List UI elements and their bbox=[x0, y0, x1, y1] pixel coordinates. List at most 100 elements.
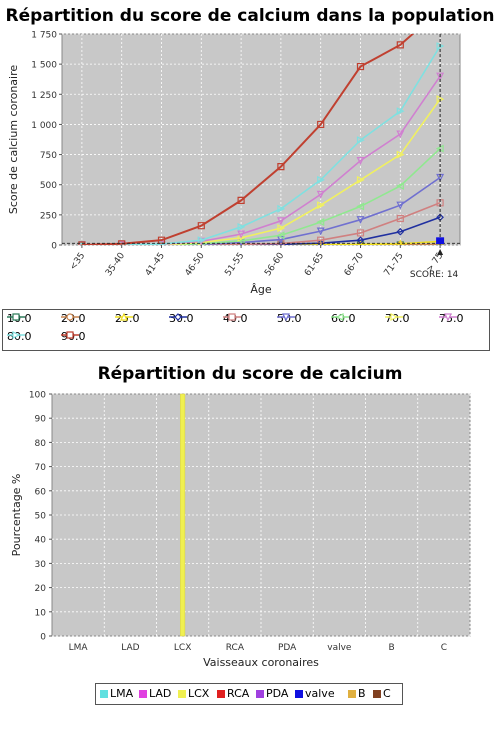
x-tick-label: PDA bbox=[278, 643, 297, 653]
series-line-60.0 bbox=[81, 147, 441, 245]
y-tick-label: 100 bbox=[29, 391, 46, 401]
legend-item-70.0: 70.0 bbox=[385, 312, 410, 325]
data-point-25.0 bbox=[358, 240, 363, 245]
vessel-chart-title: Répartition du score de calcium bbox=[97, 364, 403, 384]
data-point-75.0 bbox=[276, 217, 285, 226]
data-point-80.0 bbox=[197, 236, 206, 245]
legend-item-25.0: 25.0 bbox=[115, 312, 140, 325]
data-point-70.0 bbox=[277, 224, 286, 233]
legend-marker-icon bbox=[7, 313, 25, 321]
legend-marker-icon bbox=[7, 331, 25, 339]
y-axis-label: Score de calcium coronaire bbox=[7, 65, 20, 215]
vessel-legend: LMA LAD LCX RCA PDA valve B C bbox=[95, 683, 403, 705]
data-point-90.0 bbox=[396, 41, 404, 49]
legend-item-valve: valve bbox=[295, 687, 335, 700]
legend-item-PDA: PDA bbox=[256, 687, 288, 700]
series-line-90.0 bbox=[81, 34, 415, 245]
series-line-80.0 bbox=[81, 45, 441, 245]
data-point-80.0 bbox=[277, 204, 286, 213]
data-point-90.0 bbox=[197, 222, 205, 230]
y-tick-label: 750 bbox=[40, 151, 57, 161]
legend-marker-icon bbox=[277, 313, 295, 322]
legend-marker-icon bbox=[439, 313, 457, 322]
y-tick-label: 0 bbox=[40, 633, 46, 643]
legend-marker-icon bbox=[385, 313, 403, 321]
data-point-80.0 bbox=[237, 222, 246, 231]
y-tick-label: 50 bbox=[35, 512, 47, 522]
y-tick-label: 1 500 bbox=[31, 61, 57, 71]
legend-marker-icon bbox=[331, 313, 349, 321]
y-tick-label: 1 000 bbox=[31, 121, 57, 131]
y-tick-label: 70 bbox=[35, 463, 47, 473]
data-point-30.0 bbox=[316, 239, 325, 245]
data-point-60.0 bbox=[395, 181, 404, 190]
x-tick-label: B bbox=[389, 643, 395, 653]
data-point-50.0 bbox=[356, 216, 365, 225]
legend-item-LMA: LMA bbox=[100, 687, 133, 700]
data-point-75.0 bbox=[117, 241, 126, 245]
legend-label: valve bbox=[305, 687, 335, 700]
y-tick-label: 60 bbox=[35, 487, 47, 497]
data-point-25.0 bbox=[397, 239, 404, 245]
data-point-80.0 bbox=[157, 240, 166, 245]
data-point-80.0 bbox=[396, 107, 405, 116]
data-point-90.0 bbox=[237, 196, 245, 204]
data-point-50.0 bbox=[316, 227, 325, 236]
series-line-50.0 bbox=[81, 176, 441, 245]
legend-item-C: C bbox=[373, 687, 391, 700]
y-tick-label: 0 bbox=[51, 242, 57, 252]
data-point-90.0 bbox=[437, 7, 443, 13]
legend-label: LMA bbox=[110, 687, 134, 700]
y-tick-label: 30 bbox=[35, 560, 47, 570]
legend-swatch bbox=[178, 690, 186, 698]
data-point-70.0 bbox=[396, 150, 405, 159]
data-point-90.0 bbox=[78, 241, 86, 245]
legend-label: 30.0 bbox=[169, 312, 194, 325]
series-line-25.0 bbox=[81, 240, 441, 245]
legend-swatch bbox=[100, 690, 108, 698]
data-point-60.0 bbox=[356, 202, 365, 211]
y-tick-label: 80 bbox=[35, 439, 47, 449]
legend-marker-icon bbox=[223, 313, 241, 321]
series-line-70.0 bbox=[81, 98, 441, 245]
x-tick-label: C bbox=[441, 643, 447, 653]
x-tick-label: 41-45 bbox=[144, 251, 167, 278]
data-point-75.0 bbox=[436, 72, 445, 81]
legend-swatch bbox=[217, 690, 225, 698]
x-tick-label: 66-70 bbox=[343, 251, 366, 278]
legend-marker-icon bbox=[61, 331, 79, 339]
distribution-legend: 10.0 20.0 25.0 30.0 40.0 50.0 60.0 70.0 75.0 80.0… bbox=[2, 309, 490, 351]
legend-label: RCA bbox=[227, 687, 250, 700]
x-axis-label: Vaisseaux coronaires bbox=[203, 656, 319, 669]
score-marker-point bbox=[436, 237, 445, 245]
y-tick-label: 1 750 bbox=[31, 31, 57, 41]
data-point-90.0 bbox=[317, 120, 325, 129]
legend-item-60.0: 60.0 bbox=[331, 312, 356, 325]
x-tick-label: LAD bbox=[121, 643, 139, 653]
legend-label: C bbox=[383, 687, 391, 700]
data-point-40.0 bbox=[436, 199, 444, 207]
legend-item-75.0: 75.0 bbox=[439, 312, 464, 325]
x-tick-label: RCA bbox=[226, 643, 245, 653]
y-tick-label: 250 bbox=[40, 211, 57, 221]
legend-item-B: B bbox=[348, 687, 366, 700]
data-point-70.0 bbox=[317, 201, 326, 210]
data-point-30.0 bbox=[356, 236, 365, 245]
data-point-90.0 bbox=[277, 163, 285, 171]
data-point-75.0 bbox=[237, 230, 246, 239]
x-tick-label: <35 bbox=[68, 251, 87, 272]
y-tick-label: 90 bbox=[35, 415, 47, 425]
legend-marker-icon bbox=[115, 312, 133, 321]
vessel-chart: 0 10 20 30 40 50 60 70 80 90 100 LMA LAD LCX RCA PDA val… bbox=[10, 391, 471, 669]
legend-item-50.0: 50.0 bbox=[277, 312, 302, 325]
plot-area bbox=[61, 33, 461, 246]
legend-swatch bbox=[348, 690, 356, 698]
data-point-20.0 bbox=[396, 241, 404, 245]
legend-swatch bbox=[139, 690, 147, 698]
legend-label: LCX bbox=[188, 687, 210, 700]
x-tick-label: 46-50 bbox=[184, 251, 207, 278]
series-line-40.0 bbox=[81, 202, 441, 245]
data-point-20.0 bbox=[356, 241, 365, 245]
legend-item-LAD: LAD bbox=[139, 687, 171, 700]
